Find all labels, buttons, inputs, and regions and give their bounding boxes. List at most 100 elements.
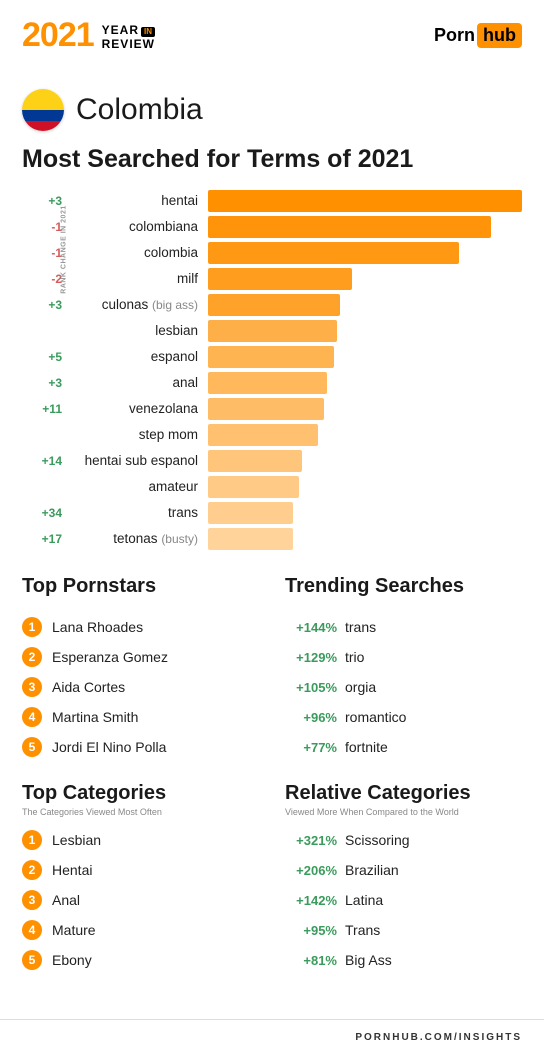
logo-porn: Porn xyxy=(434,25,475,46)
trend-pct: +321% xyxy=(285,833,337,848)
relative-categories-section: Relative Categories Viewed More When Com… xyxy=(285,782,522,975)
bar-track xyxy=(208,346,522,368)
bar-fill xyxy=(208,502,293,524)
bar-track xyxy=(208,242,522,264)
trend-pct: +105% xyxy=(285,680,337,695)
top-categories-section: Top Categories The Categories Viewed Mos… xyxy=(22,782,259,975)
trend-pct: +81% xyxy=(285,953,337,968)
term-label: hentai sub espanol xyxy=(70,453,208,468)
bar-fill xyxy=(208,476,299,498)
bar-track xyxy=(208,294,522,316)
rank-text: Jordi El Nino Polla xyxy=(52,739,166,755)
rank-change: +11 xyxy=(22,402,70,416)
bar-fill xyxy=(208,424,318,446)
trend-pct: +129% xyxy=(285,650,337,665)
columns-row-2: Top Categories The Categories Viewed Mos… xyxy=(22,782,522,975)
bar-track xyxy=(208,502,522,524)
term-label: trans xyxy=(70,505,208,520)
bar-track xyxy=(208,528,522,550)
bar-row: -2milf xyxy=(22,266,522,291)
bar-row: +17tetonas (busty) xyxy=(22,526,522,551)
rank-text: Mature xyxy=(52,922,96,938)
bar-row: -1colombiana xyxy=(22,214,522,239)
bar-fill xyxy=(208,294,340,316)
rank-row: 2Hentai xyxy=(22,855,259,885)
trend-text: romantico xyxy=(345,709,406,725)
trend-pct: +206% xyxy=(285,863,337,878)
bar-track xyxy=(208,216,522,238)
rank-change: +34 xyxy=(22,506,70,520)
trend-pct: +96% xyxy=(285,710,337,725)
header-bar: 2021 YEARIN REVIEW Porn hub xyxy=(0,0,544,71)
term-label: venezolana xyxy=(70,401,208,416)
trend-pct: +144% xyxy=(285,620,337,635)
footer-url: PORNHUB.COM/INSIGHTS xyxy=(0,1019,544,1055)
year-top-line: YEARIN xyxy=(102,22,155,38)
trend-text: Scissoring xyxy=(345,832,410,848)
bar-chart: RANK CHANGE IN 2021 +3hentai-1colombiana… xyxy=(22,188,522,551)
bar-row: +34trans xyxy=(22,500,522,525)
year-text: YEARIN REVIEW xyxy=(102,22,155,50)
trend-pct: +77% xyxy=(285,740,337,755)
rank-change: +5 xyxy=(22,350,70,364)
bar-fill xyxy=(208,346,334,368)
top-pornstars-section: Top Pornstars 1Lana Rhoades2Esperanza Go… xyxy=(22,575,259,762)
rank-row: 3Anal xyxy=(22,885,259,915)
main-title: Most Searched for Terms of 2021 xyxy=(22,145,522,174)
rank-bullet: 4 xyxy=(22,920,42,940)
rank-text: Esperanza Gomez xyxy=(52,649,168,665)
rank-bullet: 4 xyxy=(22,707,42,727)
trend-text: orgia xyxy=(345,679,376,695)
flag-blue-stripe xyxy=(22,110,64,121)
bar-fill xyxy=(208,398,324,420)
term-label: espanol xyxy=(70,349,208,364)
term-label: hentai xyxy=(70,193,208,208)
term-label: tetonas (busty) xyxy=(70,531,208,546)
top-categories-subtitle: The Categories Viewed Most Often xyxy=(22,807,259,817)
rank-text: Lesbian xyxy=(52,832,101,848)
rank-text: Aida Cortes xyxy=(52,679,125,695)
rank-row: 5 Jordi El Nino Polla xyxy=(22,732,259,762)
country-name: Colombia xyxy=(76,93,203,127)
bar-row: amateur xyxy=(22,474,522,499)
term-label: lesbian xyxy=(70,323,208,338)
term-label: anal xyxy=(70,375,208,390)
bar-track xyxy=(208,268,522,290)
rank-row: 4 Mature xyxy=(22,915,259,945)
term-label: amateur xyxy=(70,479,208,494)
rank-row: 4 Martina Smith xyxy=(22,702,259,732)
bar-row: +3anal xyxy=(22,370,522,395)
bar-track xyxy=(208,450,522,472)
bar-fill xyxy=(208,320,337,342)
bar-track xyxy=(208,372,522,394)
bar-row: +5espanol xyxy=(22,344,522,369)
year-review-logo: 2021 YEARIN REVIEW xyxy=(22,16,155,55)
term-label: colombiana xyxy=(70,219,208,234)
trending-searches-title: Trending Searches xyxy=(285,575,522,598)
trend-row: +142%Latina xyxy=(285,885,522,915)
bar-fill xyxy=(208,372,327,394)
trend-row: +206%Brazilian xyxy=(285,855,522,885)
rank-change: +3 xyxy=(22,376,70,390)
bar-row: +14hentai sub espanol xyxy=(22,448,522,473)
trend-row: +105% orgia xyxy=(285,672,522,702)
rank-text: Ebony xyxy=(52,952,92,968)
rank-bullet: 5 xyxy=(22,737,42,757)
rank-row: 5Ebony xyxy=(22,945,259,975)
rank-row: 1Lana Rhoades xyxy=(22,612,259,642)
colombia-flag-icon xyxy=(22,89,64,131)
trend-row: +95%Trans xyxy=(285,915,522,945)
bar-row: +3hentai xyxy=(22,188,522,213)
bar-row: step mom xyxy=(22,422,522,447)
rank-bullet: 1 xyxy=(22,830,42,850)
trend-text: fortnite xyxy=(345,739,388,755)
bar-track xyxy=(208,398,522,420)
rank-change: +14 xyxy=(22,454,70,468)
rank-text: Hentai xyxy=(52,862,92,878)
rank-change: +3 xyxy=(22,298,70,312)
infographic-container: 2021 YEARIN REVIEW Porn hub Colombia Mos… xyxy=(0,0,544,1055)
rank-text: Martina Smith xyxy=(52,709,138,725)
term-label: colombia xyxy=(70,245,208,260)
year-number: 2021 xyxy=(22,16,94,55)
bar-track xyxy=(208,476,522,498)
